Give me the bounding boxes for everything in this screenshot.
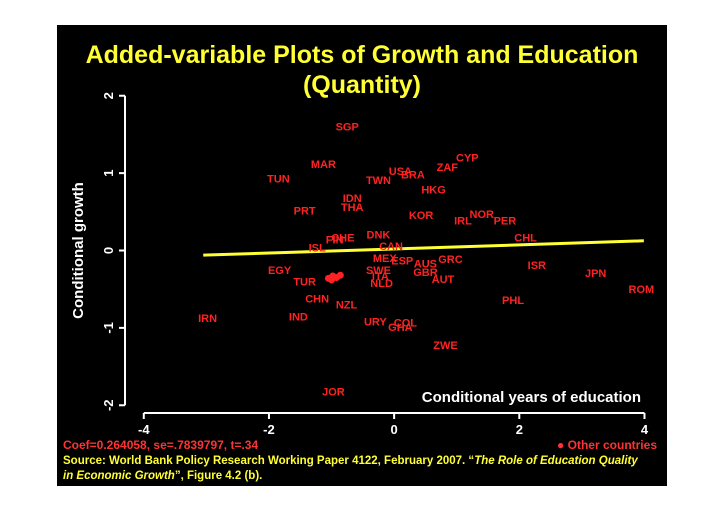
data-point-label: DNK xyxy=(367,229,391,241)
data-point-label: HKG xyxy=(421,184,445,196)
data-point-label: MAR xyxy=(311,159,336,171)
data-point-label: ISL xyxy=(309,242,326,254)
chart-title: Added-variable Plots of Growth and Educa… xyxy=(85,41,639,69)
data-point-label: CYP xyxy=(456,153,479,165)
source-paper-title-1: The Role of Education Quality xyxy=(474,455,638,467)
y-tick-label: -1 xyxy=(101,322,116,334)
data-point-label: MEX xyxy=(373,253,398,265)
x-axis-label: Conditional years of education xyxy=(422,389,641,406)
data-point-label: SGP xyxy=(336,122,359,134)
data-point-label: USA xyxy=(389,166,412,178)
data-point-label: TUN xyxy=(267,174,290,186)
y-axis-label: Conditional growth xyxy=(70,182,87,319)
data-point-label: IND xyxy=(289,311,308,323)
data-point-label: ISR xyxy=(528,260,546,272)
source-line-1: Source: World Bank Policy Research Worki… xyxy=(63,455,638,467)
data-point-label: JOR xyxy=(322,386,345,398)
y-tick-label: 0 xyxy=(101,247,116,254)
regression-stats: Coef=0.264058, se=.7839797, t=.34 xyxy=(63,438,259,452)
data-point-label: ZAF xyxy=(437,162,459,174)
data-point-label: IDN xyxy=(343,193,362,205)
slide: Added-variable Plots of Growth and Educa… xyxy=(57,25,667,486)
x-tick-label: -4 xyxy=(138,422,150,437)
x-tick-label: 4 xyxy=(641,422,649,437)
data-point-label: COL xyxy=(394,317,418,329)
source-paper-title-2: in Economic Growth xyxy=(63,470,175,482)
data-point-label: TUR xyxy=(293,276,316,288)
data-point-label: CAN xyxy=(379,241,403,253)
y-tick-label: 2 xyxy=(101,92,116,99)
source-line-2: in Economic Growth”, Figure 4.2 (b). xyxy=(63,470,262,482)
data-point-label: FIN xyxy=(326,235,344,247)
fit-line xyxy=(203,239,644,257)
data-point-label: ESP xyxy=(391,256,413,268)
data-point-label: PRT xyxy=(294,205,316,217)
legend-marker: ● xyxy=(557,438,565,452)
data-point-label: PHL xyxy=(502,295,524,307)
data-point-label: AUS xyxy=(414,259,437,271)
x-tick-label: 0 xyxy=(391,422,398,437)
data-point-label: PER xyxy=(494,215,517,227)
legend-label: Other countries xyxy=(567,438,657,452)
x-tick-label: -2 xyxy=(263,422,275,437)
data-point-label: GRC xyxy=(438,254,463,266)
data-point-label: KOR xyxy=(409,210,434,222)
data-point-label: URY xyxy=(364,317,387,329)
data-point-label: EGY xyxy=(268,265,292,277)
data-point-label: CHL xyxy=(514,232,537,244)
data-point-label: CHN xyxy=(305,293,329,305)
y-tick-label: 1 xyxy=(101,170,116,177)
data-point-label: CHE xyxy=(331,232,354,244)
chart-subtitle: (Quantity) xyxy=(302,71,422,99)
scatter-plot: -2 -1 0 1 2 -4 -2 0 2 4 Conditional growth Conditio… xyxy=(70,92,655,437)
data-point-label: NLD xyxy=(370,278,393,290)
source-suffix: ”, Figure 4.2 (b). xyxy=(174,470,263,482)
data-point-label: GHA xyxy=(388,322,413,334)
data-point-label: ZWE xyxy=(433,340,457,352)
data-point-label: SWE xyxy=(366,265,391,277)
data-point-label: ROM xyxy=(629,284,655,296)
data-point-label: THA xyxy=(341,202,364,214)
other-country-point xyxy=(328,276,336,284)
data-point-label: BRA xyxy=(401,170,425,182)
data-point-label: IRN xyxy=(198,313,217,325)
data-point-label: GBR xyxy=(413,267,438,279)
other-country-point xyxy=(336,271,344,279)
y-tick-label: -2 xyxy=(101,399,116,411)
data-point-label: JPN xyxy=(585,268,606,280)
source-prefix: Source: World Bank Policy Research Worki… xyxy=(63,455,475,467)
data-point-label: TWN xyxy=(366,175,391,187)
legend: ● Other countries xyxy=(557,438,657,452)
data-point-label: AUT xyxy=(432,274,455,286)
data-point-label: ITA xyxy=(372,271,389,283)
x-tick-label: 2 xyxy=(516,422,523,437)
data-point-label: IRL xyxy=(454,215,472,227)
data-point-label: NZL xyxy=(336,300,358,312)
data-point-label: NOR xyxy=(470,209,495,221)
